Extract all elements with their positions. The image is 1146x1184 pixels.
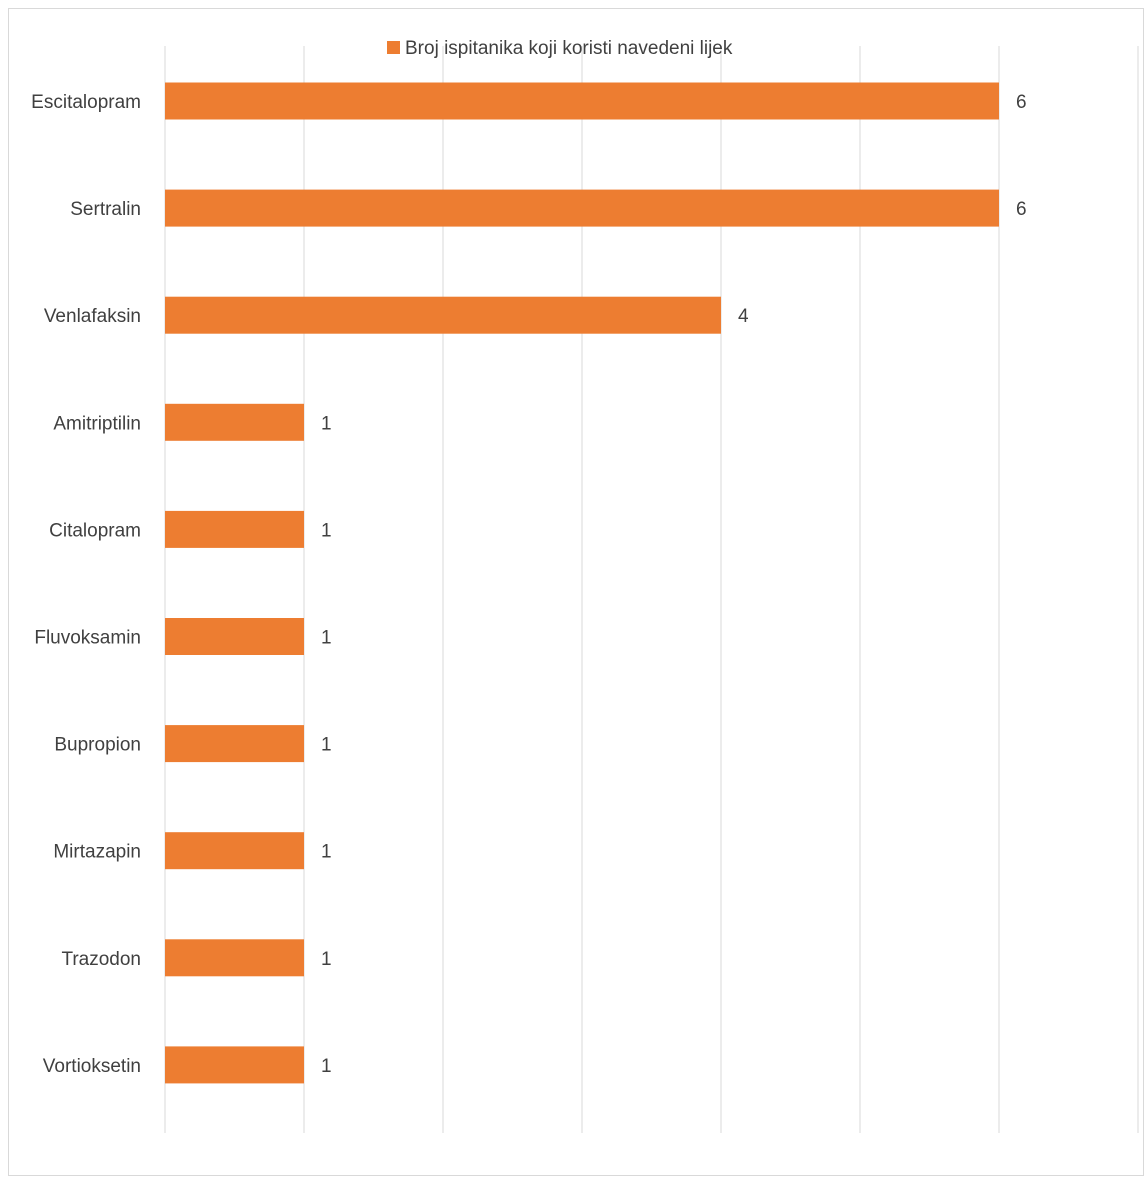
category-label-amitriptilin: Amitriptilin (53, 413, 141, 434)
data-label-trazodon: 1 (321, 949, 332, 970)
category-label-trazodon: Trazodon (61, 949, 141, 970)
category-label-bupropion: Bupropion (54, 735, 141, 756)
data-label-venlafaksin: 4 (738, 306, 749, 327)
bar-citalopram (165, 510, 304, 548)
data-label-amitriptilin: 1 (321, 413, 332, 434)
category-label-mirtazapin: Mirtazapin (53, 842, 141, 863)
bar-trazodon (165, 939, 304, 977)
data-label-mirtazapin: 1 (321, 842, 332, 863)
bar-escitalopram (165, 82, 999, 120)
category-label-escitalopram: Escitalopram (31, 92, 141, 113)
legend: Broj ispitanika koji koristi navedeni li… (387, 38, 733, 59)
category-label-fluvoksamin: Fluvoksamin (34, 628, 141, 649)
category-labels: Escitalopram Sertralin Venlafaksin Amitript… (31, 92, 141, 1077)
category-label-vortioksetin: Vortioksetin (43, 1056, 141, 1077)
bars (165, 82, 999, 1084)
category-label-venlafaksin: Venlafaksin (44, 306, 141, 327)
category-label-sertralin: Sertralin (70, 199, 141, 220)
bar-amitriptilin (165, 403, 304, 441)
data-label-fluvoksamin: 1 (321, 628, 332, 649)
gridlines (164, 46, 1139, 1133)
bar-bupropion (165, 725, 304, 763)
bar-chart: Escitalopram Sertralin Venlafaksin Amitript… (31, 38, 1139, 1133)
data-label-sertralin: 6 (1016, 199, 1027, 220)
data-label-vortioksetin: 1 (321, 1056, 332, 1077)
bar-vortioksetin (165, 1046, 304, 1084)
bar-mirtazapin (165, 832, 304, 870)
data-label-citalopram: 1 (321, 520, 332, 541)
bar-sertralin (165, 189, 999, 227)
bar-fluvoksamin (165, 618, 304, 655)
data-label-bupropion: 1 (321, 735, 332, 756)
data-label-escitalopram: 6 (1016, 92, 1027, 113)
chart-frame: Escitalopram Sertralin Venlafaksin Amitript… (8, 8, 1144, 1176)
legend-swatch (387, 41, 400, 54)
category-label-citalopram: Citalopram (49, 520, 141, 541)
bar-venlafaksin (165, 296, 721, 334)
legend-label: Broj ispitanika koji koristi navedeni li… (405, 38, 733, 59)
data-labels: 6 6 4 1 1 1 1 1 1 1 (321, 92, 1027, 1077)
